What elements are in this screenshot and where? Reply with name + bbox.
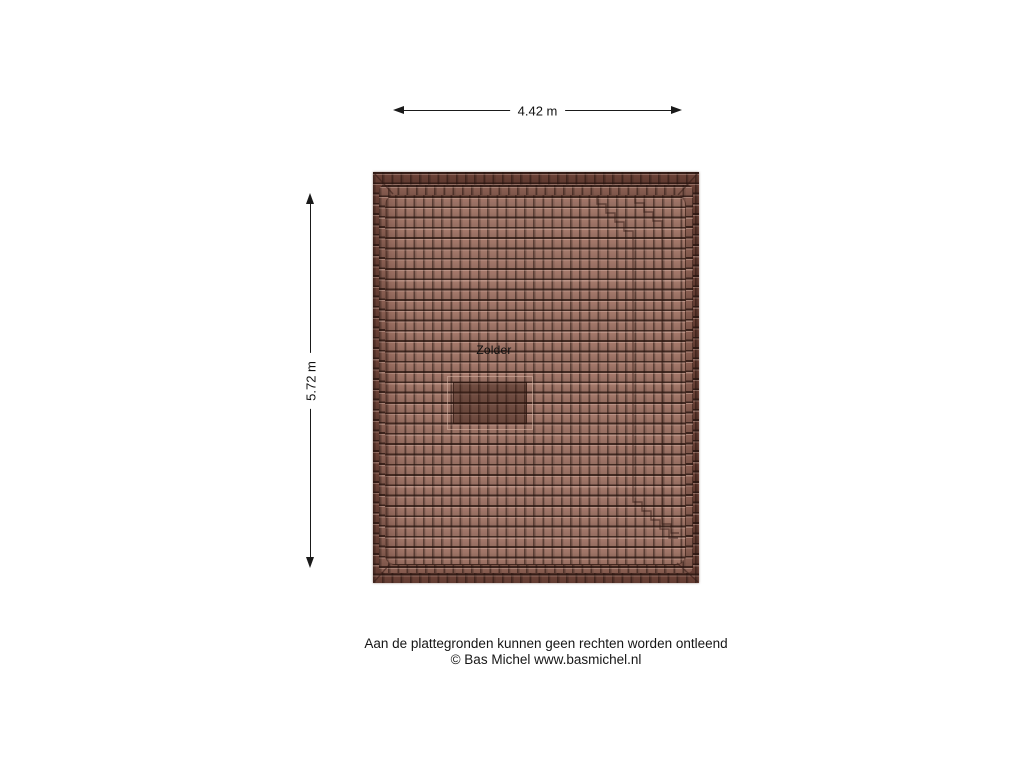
- width-dimension: 4.42 m: [393, 103, 682, 118]
- height-dimension-label: 5.72 m: [303, 352, 318, 409]
- arrowhead-up-icon: [306, 193, 314, 204]
- arrowhead-right-icon: [671, 106, 682, 114]
- height-dimension: 5.72 m: [303, 193, 318, 568]
- room-label: Zolder: [476, 343, 512, 357]
- arrowhead-down-icon: [306, 557, 314, 568]
- skylight: [453, 382, 527, 424]
- footer-disclaimer: Aan de plattegronden kunnen geen rechten…: [364, 636, 728, 651]
- roof-plan: Zolder: [373, 172, 699, 583]
- footer-credit: © Bas Michel www.basmichel.nl: [450, 651, 642, 667]
- footer: Aan de plattegronden kunnen geen rechten…: [246, 636, 846, 667]
- roof-mid-band: [379, 185, 693, 573]
- skylight-outline: [447, 376, 533, 430]
- roof-inner-field: [385, 195, 686, 565]
- arrowhead-left-icon: [393, 106, 404, 114]
- width-dimension-label: 4.42 m: [509, 103, 566, 118]
